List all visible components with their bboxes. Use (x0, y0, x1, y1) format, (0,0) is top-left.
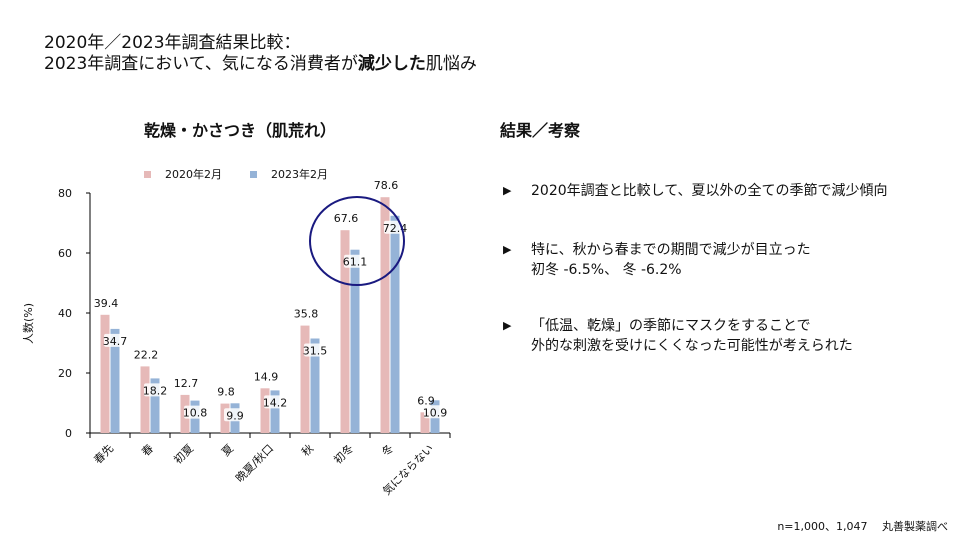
data-label-bg (144, 383, 166, 397)
chart-title: 乾燥・かさつき（肌荒れ） (144, 121, 337, 140)
data-label-2023: 10.9 (423, 406, 448, 419)
bar-2020 (420, 412, 430, 433)
bar-2023 (350, 249, 360, 433)
legend-swatch-2023 (250, 170, 257, 178)
data-label-bg (424, 405, 446, 419)
data-label-bg (184, 405, 206, 419)
footnote-source: n=1,000、1,047 丸善製薬調べ (777, 520, 948, 533)
y-tick-label: 80 (58, 187, 72, 200)
data-label-bg (344, 254, 366, 268)
result-bullet-3: ▶ 「低温、乾燥」の季節にマスクをすることで 外的な刺激を受けにくくなった可能性… (503, 316, 853, 356)
data-label-2023: 14.2 (263, 396, 288, 409)
result-bullet-2: ▶ 特に、秋から春までの期間で減少が目立った 初冬 -6.5%、 冬 -6.2% (503, 240, 811, 280)
highlight-circle (309, 196, 405, 286)
bullet-arrow-icon: ▶ (503, 319, 512, 332)
data-label-2020: 39.4 (94, 297, 119, 310)
slide-title-line2: 2023年調査において、気になる消費者が減少した肌悩み (44, 54, 477, 75)
y-tick-label: 0 (65, 427, 72, 440)
bar-2020 (100, 314, 110, 433)
title-line2-prefix: 2023年調査において、気になる消費者が (44, 54, 358, 74)
data-label-2020: 67.6 (334, 212, 359, 225)
bar-2020 (300, 325, 310, 433)
legend-swatch-2020 (144, 170, 151, 178)
data-label-2023: 18.2 (143, 384, 168, 397)
bar-2023 (270, 390, 280, 433)
result-bullet-1: ▶ 2020年調査と比較して、夏以外の全ての季節で減少傾向 (503, 181, 888, 201)
data-label-2020: 35.8 (294, 308, 319, 321)
data-label-2023: 61.1 (343, 256, 368, 269)
x-category-label: 夏 (219, 442, 236, 459)
legend-label-2020: 2020年2月 (165, 168, 222, 181)
bullet-3-line-1: 「低温、乾燥」の季節にマスクをすることで (531, 318, 811, 334)
y-tick-label: 40 (58, 307, 72, 320)
x-category-label: 春先 (91, 442, 116, 467)
data-label-2023: 31.5 (303, 345, 328, 358)
bullet-3-line-2: 外的な刺激を受けにくくなった可能性が考えられた (531, 338, 853, 354)
x-category-label: 春 (139, 442, 156, 459)
bar-2023 (110, 328, 120, 433)
bullet-arrow-icon: ▶ (503, 184, 512, 197)
x-category-label: 秋 (298, 441, 316, 459)
data-label-bg (304, 343, 326, 357)
data-label-bg (224, 408, 246, 422)
bar-2020 (140, 366, 150, 433)
legend-item-2023: 2023年2月 (250, 166, 328, 182)
data-label-2023: 10.8 (183, 407, 208, 420)
bullet-arrow-icon: ▶ (503, 243, 512, 256)
data-label-2023: 9.9 (226, 409, 244, 422)
data-label-2020: 9.8 (217, 386, 235, 399)
bar-2023 (150, 378, 160, 433)
title-line2-suffix: 肌悩み (425, 54, 477, 74)
x-category-label: 晩夏/秋口 (232, 441, 276, 485)
bar-2020 (340, 230, 350, 433)
data-label-2020: 6.9 (417, 394, 435, 407)
x-category-label: 冬 (378, 441, 396, 459)
slide-title: 2020年／2023年調査結果比較： 2023年調査において、気になる消費者が減… (44, 33, 477, 75)
bullet-2-line-1: 特に、秋から春までの期間で減少が目立った (531, 242, 811, 258)
data-label-2020: 12.7 (174, 377, 199, 390)
data-label-2020: 78.6 (374, 179, 399, 192)
legend-label-2023: 2023年2月 (271, 168, 328, 181)
results-title: 結果／考察 (500, 121, 581, 140)
bullet-2-line-2: 初冬 -6.5%、 冬 -6.2% (531, 262, 682, 278)
y-tick-label: 20 (58, 367, 72, 380)
slide-title-line1: 2020年／2023年調査結果比較： (44, 33, 301, 53)
x-category-label: 初夏 (171, 441, 196, 466)
title-line2-emphasis: 減少した (357, 54, 426, 74)
data-label-2023: 34.7 (103, 335, 128, 348)
legend-item-2020: 2020年2月 (144, 166, 222, 182)
data-label-2020: 22.2 (134, 348, 159, 361)
data-label-bg (104, 333, 126, 347)
data-label-bg (264, 395, 286, 409)
bullet-1-line-1: 2020年調査と比較して、夏以外の全ての季節で減少傾向 (531, 183, 888, 199)
chart-legend: 2020年2月 2023年2月 (144, 166, 328, 182)
bar-2023 (310, 338, 320, 433)
x-category-label: 初冬 (331, 441, 356, 466)
data-label-2020: 14.9 (254, 370, 279, 383)
bar-2020 (380, 197, 390, 433)
bar-2020 (260, 388, 270, 433)
y-tick-label: 60 (58, 247, 72, 260)
bar-2023 (390, 215, 400, 433)
